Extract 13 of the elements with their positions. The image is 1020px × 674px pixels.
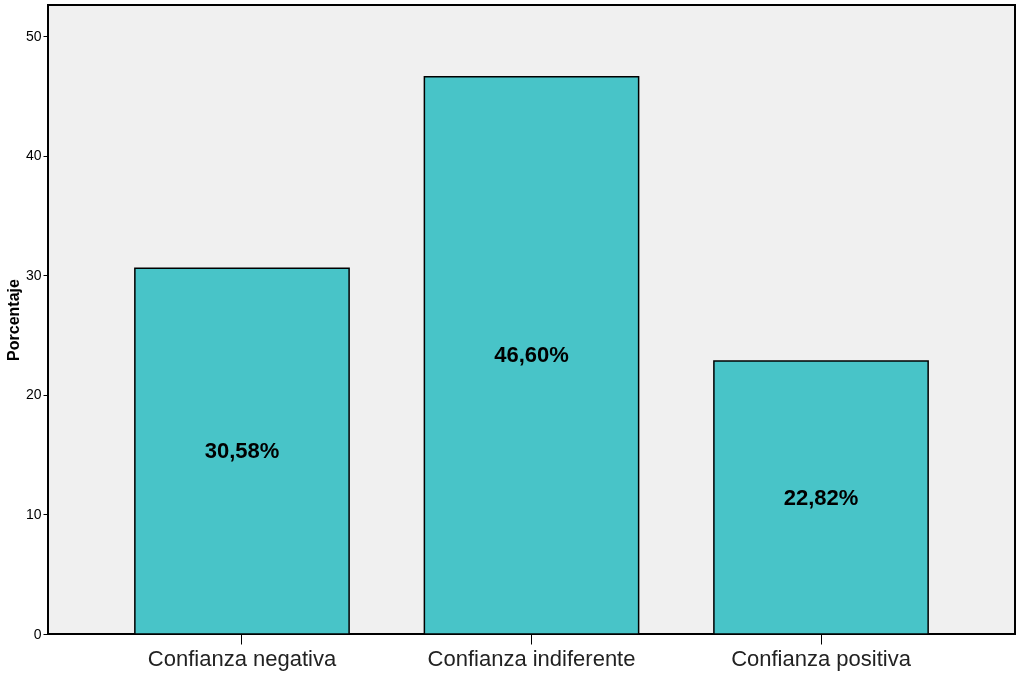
data-label: 22,82% bbox=[783, 484, 859, 510]
x-tick-label: Confianza indiferente bbox=[427, 645, 636, 671]
data-label: 30,58% bbox=[204, 438, 280, 464]
data-label: 46,60% bbox=[494, 342, 569, 368]
x-tick-label: Confianza negativa bbox=[147, 645, 337, 671]
y-axis-title: Porcentaje bbox=[4, 278, 22, 361]
x-tick-label: Confianza positiva bbox=[731, 645, 912, 671]
y-tick-label: 40 bbox=[25, 147, 42, 164]
y-tick-label: 20 bbox=[25, 386, 42, 403]
y-tick-label: 30 bbox=[25, 266, 42, 283]
y-tick-label: 10 bbox=[25, 505, 42, 522]
y-tick-label: 50 bbox=[25, 27, 42, 44]
y-tick-label: 0 bbox=[33, 625, 42, 642]
